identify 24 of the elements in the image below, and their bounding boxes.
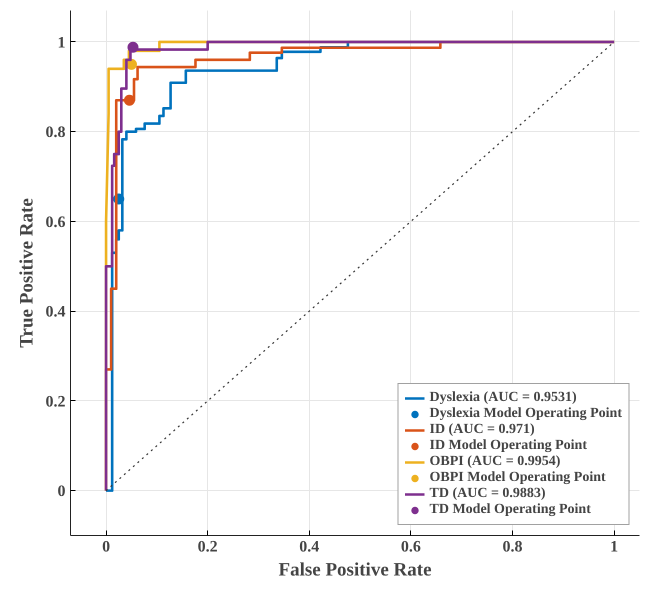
legend-label: Dyslexia Model Operating Point	[430, 406, 622, 422]
legend-label: ID (AUC = 0.971)	[430, 422, 535, 438]
y-tick-label: 0.8	[46, 124, 66, 142]
y-tick-label: 0.6	[46, 214, 66, 231]
point	[127, 42, 138, 53]
x-axis-title: False Positive Rate	[278, 560, 432, 580]
legend-label: TD (AUC = 0.9883)	[430, 486, 546, 502]
point	[124, 94, 135, 106]
x-tick-label: 0	[102, 538, 110, 556]
x-tick-label: 0.8	[502, 538, 522, 556]
x-tick-label: 0.6	[400, 538, 421, 556]
y-axis-title: True Positive Rate	[16, 198, 38, 348]
legend-label: OBPI Model Operating Point	[430, 470, 606, 486]
x-tick-label: 0.2	[198, 538, 218, 556]
legend-label: Dyslexia (AUC = 0.9531)	[430, 390, 577, 406]
y-tick-label: 0.4	[46, 304, 66, 321]
y-tick-label: 0	[58, 483, 66, 500]
legend-label: ID Model Operating Point	[430, 438, 587, 454]
legend-label: OBPI (AUC = 0.9954)	[430, 454, 560, 470]
y-tick-label: 1	[58, 34, 66, 52]
x-tick-label: 0.4	[299, 538, 320, 556]
y-tick-label: 0.2	[46, 393, 66, 410]
legend-label: TD Model Operating Point	[430, 502, 591, 518]
x-tick-label: 1	[610, 538, 618, 556]
